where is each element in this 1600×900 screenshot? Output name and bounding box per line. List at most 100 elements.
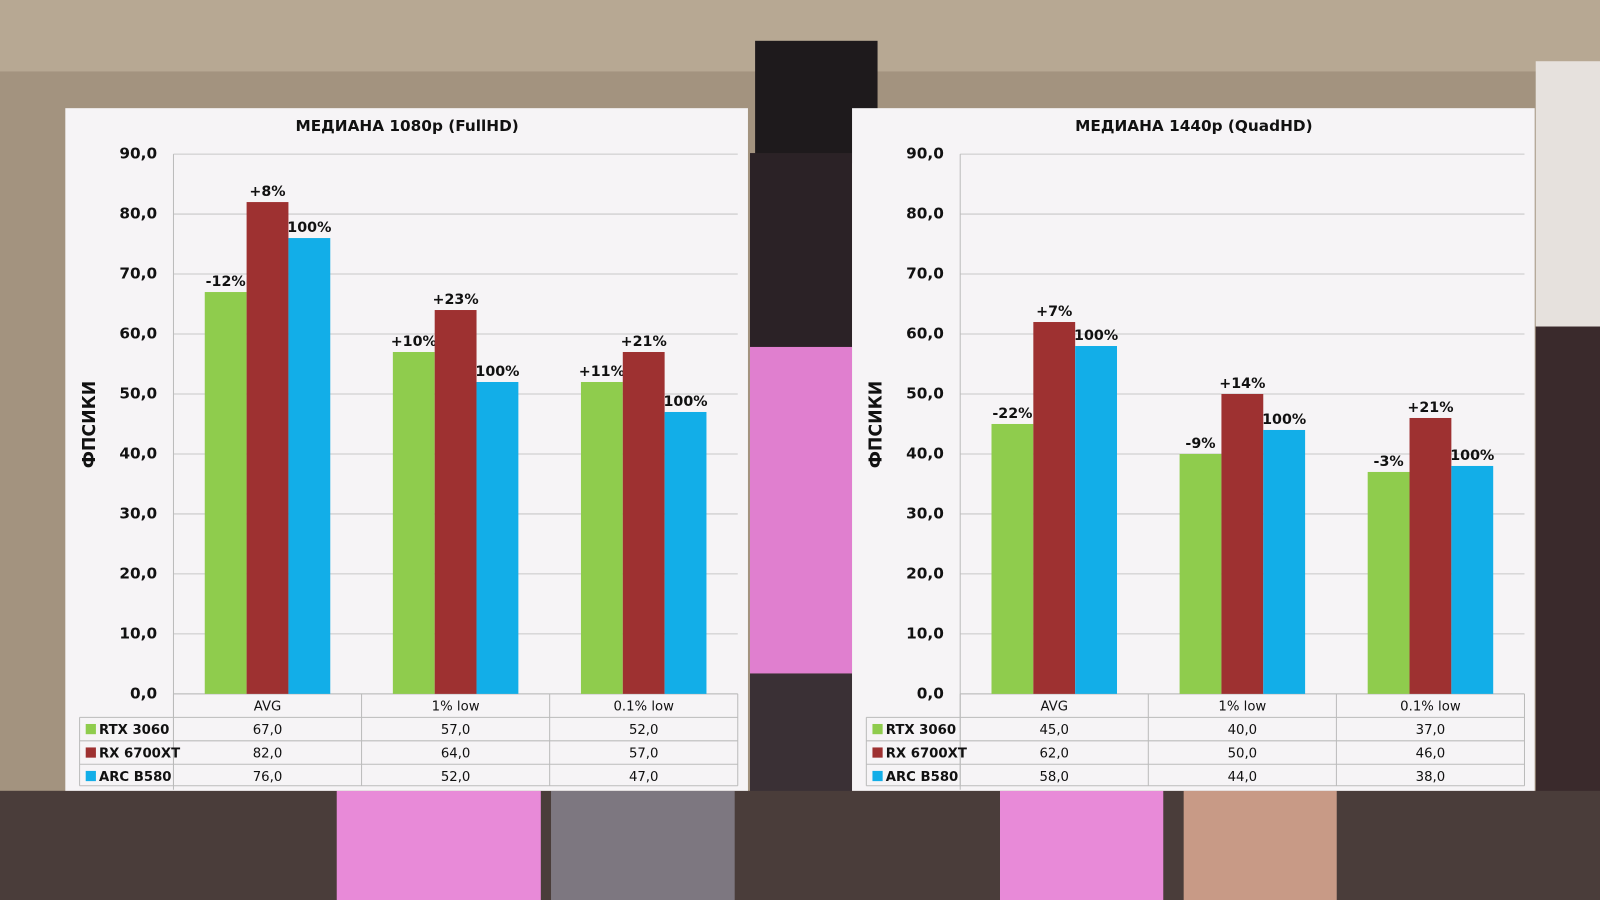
y-tick-label: 80,0 [906,205,944,223]
bar-annotation: -22% [992,406,1032,422]
legend-swatch [85,723,96,735]
y-tick-label: 40,0 [906,444,944,462]
table-value: 58,0 [1039,770,1069,785]
table-value: 37,0 [1416,723,1446,738]
bar [434,310,477,694]
bar-annotation: +10% [391,334,437,350]
y-tick-label: 90,0 [906,145,944,163]
bar-annotation: 100% [664,394,708,410]
y-tick-label: 30,0 [119,504,157,522]
bar [1263,429,1306,694]
x-tick-label: 0.1% low [1400,700,1461,715]
legend-swatch [872,723,883,735]
legend-label: RTX 3060 [99,723,169,738]
y-tick-label: 70,0 [906,265,944,283]
bar-annotation: +11% [579,364,625,380]
y-tick-label: 90,0 [119,145,157,163]
y-tick-label: 30,0 [906,504,944,522]
table-value: 52,0 [629,723,659,738]
table-value: 40,0 [1228,723,1258,738]
legend-swatch [85,747,96,758]
bar [204,292,247,694]
bar [664,411,707,694]
y-tick-label: 40,0 [119,444,157,462]
bar [991,423,1034,694]
bar [1179,453,1222,694]
y-tick-label: 60,0 [906,325,944,343]
bar-annotation: +14% [1219,376,1265,392]
legend-label: RTX 3060 [886,723,956,738]
table-value: 76,0 [253,770,283,785]
bar-annotation: 100% [1074,328,1118,344]
bar-annotation: 100% [475,364,519,380]
y-tick-label: 70,0 [119,265,157,283]
table-value: 38,0 [1416,770,1446,785]
bar [476,381,519,694]
table-value: 50,0 [1228,747,1258,762]
y-axis-label: ФПСИКИ [80,381,100,469]
y-tick-label: 50,0 [906,384,944,402]
bar-annotation: +23% [433,292,479,308]
bar-annotation: 100% [1262,412,1306,428]
bar-annotation: +8% [249,184,285,200]
bar [580,381,623,694]
bar-annotation: -12% [206,274,246,290]
x-tick-label: 0.1% low [613,700,674,715]
legend-label: RX 6700XT [886,747,967,762]
table-value: 57,0 [629,747,659,762]
y-tick-label: 50,0 [119,384,157,402]
bar [1033,322,1076,694]
legend-label: ARC B580 [99,770,172,785]
legend-swatch [85,770,96,782]
table-value: 46,0 [1416,747,1446,762]
bar [1075,346,1118,694]
y-axis-label: ФПСИКИ [867,381,887,469]
bar [246,202,289,694]
bar-annotation: -3% [1374,454,1404,470]
bar [288,238,331,694]
bar [1367,471,1410,694]
x-tick-label: 1% low [432,700,480,715]
bar-annotation: 100% [1450,448,1494,464]
table-value: 44,0 [1228,770,1258,785]
bar [1409,417,1452,694]
y-tick-label: 10,0 [119,624,157,642]
chart-panel: МЕДИАНА 1440p (QuadHD) ФПСИКИ 0,0 10,0 20,0 3… [852,108,1535,791]
legend-swatch [872,747,883,758]
y-tick-label: 80,0 [119,205,157,223]
chart-title: МЕДИАНА 1440p (QuadHD) [1075,117,1312,135]
table-value: 82,0 [253,747,283,762]
bar-annotation: +21% [621,334,667,350]
y-tick-label: 0,0 [917,684,944,702]
legend-swatch [872,770,883,782]
legend-label: RX 6700XT [99,747,180,762]
bar [622,352,665,694]
chart-panel: МЕДИАНА 1080p (FullHD) ФПСИКИ 0,0 10,0 20,0 3… [65,108,748,791]
x-tick-label: 1% low [1218,700,1266,715]
bar-annotation: 100% [287,220,331,236]
bar [1451,465,1494,694]
y-tick-label: 20,0 [119,564,157,582]
x-tick-label: AVG [254,700,282,715]
bar-annotation: -9% [1185,436,1215,452]
table-value: 67,0 [253,723,283,738]
table-value: 64,0 [441,747,471,762]
bar-annotation: +21% [1407,400,1453,416]
table-value: 45,0 [1039,723,1069,738]
table-value: 62,0 [1039,747,1069,762]
x-tick-label: AVG [1040,700,1068,715]
y-tick-label: 20,0 [906,564,944,582]
table-value: 57,0 [441,723,471,738]
chart-title: МЕДИАНА 1080p (FullHD) [295,117,518,135]
table-value: 47,0 [629,770,659,785]
bar-annotation: +7% [1036,304,1072,320]
bar [1221,393,1264,694]
legend-label: ARC B580 [886,770,959,785]
bar [392,352,435,694]
y-tick-label: 10,0 [906,624,944,642]
y-tick-label: 60,0 [119,325,157,343]
table-value: 52,0 [441,770,471,785]
y-tick-label: 0,0 [130,684,157,702]
